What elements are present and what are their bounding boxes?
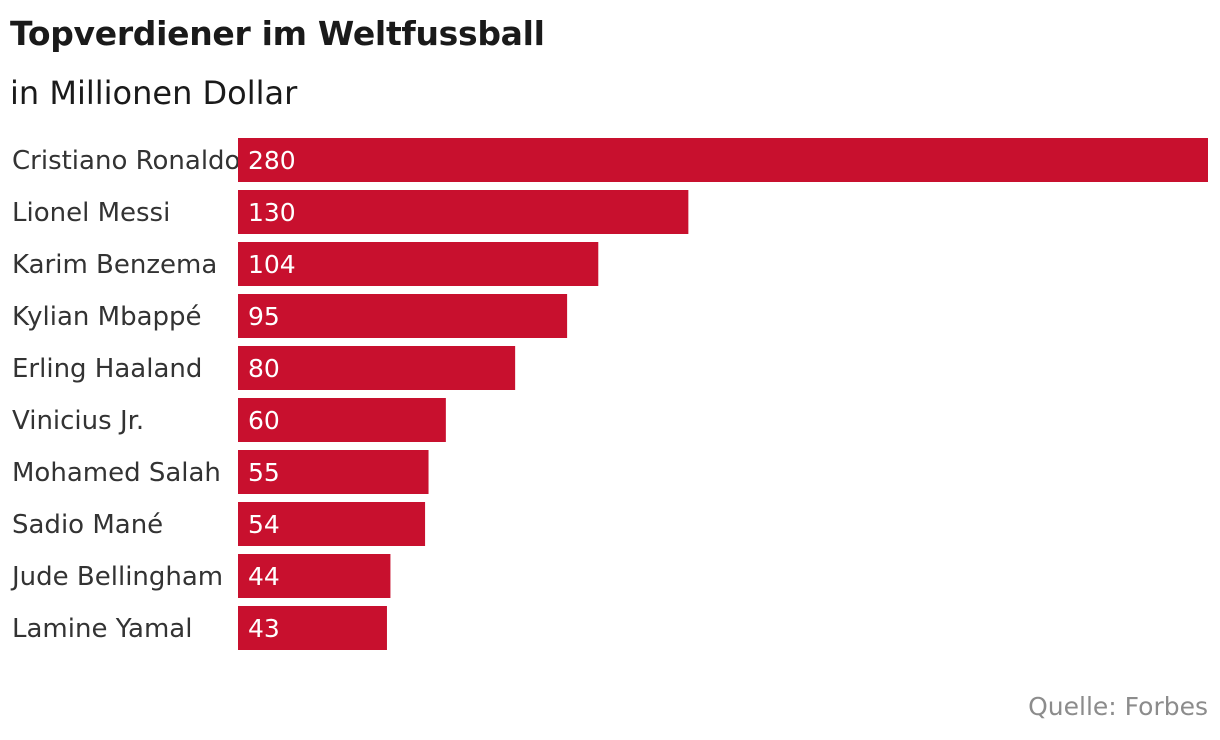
chart-title: Topverdiener im Weltfussball (10, 14, 545, 53)
bar (238, 242, 599, 286)
value-label: 95 (248, 302, 280, 331)
value-label: 104 (248, 250, 296, 279)
value-label: 130 (248, 198, 296, 227)
bar (238, 346, 516, 390)
value-label: 80 (248, 354, 280, 383)
value-label: 280 (248, 146, 296, 175)
bar (238, 502, 426, 546)
value-label: 55 (248, 458, 280, 487)
category-label: Sadio Mané (12, 510, 163, 540)
category-label: Karim Benzema (12, 250, 217, 280)
value-label: 54 (248, 510, 280, 539)
chart-subtitle: in Millionen Dollar (10, 74, 298, 112)
value-label: 60 (248, 406, 280, 435)
bar-group: Vinicius Jr. 60 (12, 398, 446, 442)
bar (238, 606, 387, 650)
bar (238, 294, 568, 338)
category-label: Kylian Mbappé (12, 302, 202, 332)
bar (238, 190, 689, 234)
category-label: Lamine Yamal (12, 614, 192, 644)
category-label: Lionel Messi (12, 198, 170, 228)
bar-group: Karim Benzema 104 (12, 242, 599, 286)
bar-group: Mohamed Salah 55 (12, 450, 429, 494)
bar (238, 398, 446, 442)
bar-group: Lionel Messi 130 (12, 190, 689, 234)
category-label: Mohamed Salah (12, 458, 221, 488)
bar (238, 554, 391, 598)
bar-group: Sadio Mané 54 (12, 502, 426, 546)
value-label: 44 (248, 562, 280, 591)
bar-group: Jude Bellingham 44 (10, 554, 391, 598)
bar-group: Kylian Mbappé 95 (12, 294, 568, 338)
category-label: Vinicius Jr. (12, 406, 144, 436)
bar (238, 450, 429, 494)
bar (238, 138, 1208, 182)
bar-group: Erling Haaland 80 (12, 346, 516, 390)
source-note: Quelle: Forbes (1028, 692, 1208, 721)
bar-group: Lamine Yamal 43 (12, 606, 387, 650)
bar-group: Cristiano Ronaldo 280 (12, 138, 1208, 182)
category-label: Erling Haaland (12, 354, 202, 384)
category-label: Jude Bellingham (10, 562, 223, 592)
category-label: Cristiano Ronaldo (12, 146, 240, 176)
value-label: 43 (248, 614, 280, 643)
